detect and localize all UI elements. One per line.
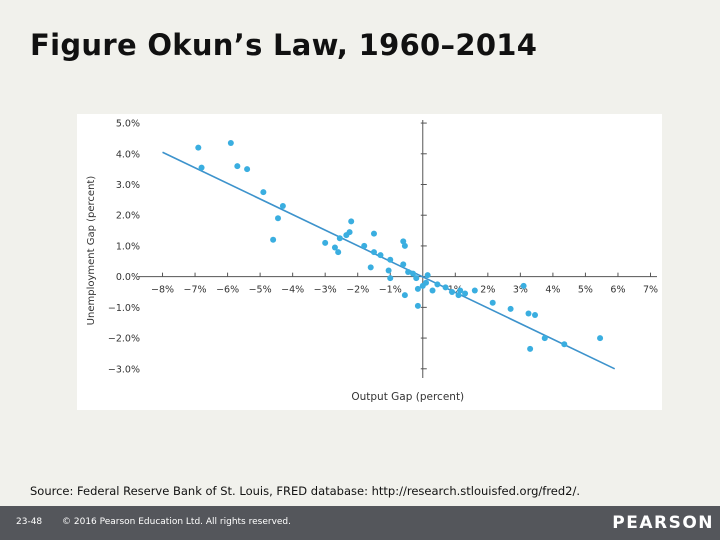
data-point — [385, 267, 392, 274]
y-axis-title: Unemployment Gap (percent) — [86, 176, 97, 326]
data-point — [244, 166, 251, 173]
y-tick-label: 4.0% — [116, 149, 140, 160]
x-tick-label: −5% — [249, 285, 272, 296]
x-axis-title: Output Gap (percent) — [351, 391, 464, 403]
okun-scatter-chart: −8% −7% −6% −5% −4% −3% −2% −1% 1% 2% 3% 4% 5% 6% 7% 5.… — [86, 119, 658, 403]
data-point — [387, 275, 394, 282]
data-point — [227, 140, 234, 147]
data-point — [401, 242, 408, 249]
y-tick-label: −2.0% — [108, 334, 140, 345]
data-point — [507, 305, 514, 312]
data-point — [471, 287, 478, 294]
x-tick-label: −2% — [346, 285, 369, 296]
copyright-notice: © 2016 Pearson Education Ltd. All rights… — [62, 517, 292, 527]
data-point — [434, 281, 441, 288]
x-tick-label: −4% — [281, 285, 304, 296]
data-point — [361, 242, 368, 249]
data-point — [541, 335, 548, 342]
data-point — [410, 270, 417, 277]
data-point — [405, 269, 412, 276]
data-point — [449, 289, 456, 295]
x-tick-label: 3% — [513, 285, 528, 296]
data-point — [270, 236, 277, 243]
data-point — [520, 282, 527, 289]
x-tick-label: −7% — [184, 285, 207, 296]
pearson-logo: PEARSON — [612, 513, 714, 533]
data-point — [275, 215, 282, 222]
data-point — [413, 275, 420, 282]
data-point — [527, 345, 534, 352]
data-point — [489, 299, 496, 306]
data-point — [400, 261, 407, 268]
x-tick-label: −1% — [379, 285, 402, 296]
y-tick-label: 5.0% — [116, 119, 140, 130]
chart-panel: −8% −7% −6% −5% −4% −3% −2% −1% 1% 2% 3% 4% 5% 6% 7% 5.… — [77, 114, 662, 410]
data-point — [424, 272, 431, 279]
x-tick-label: −3% — [314, 285, 337, 296]
data-point — [462, 290, 469, 297]
data-point — [561, 341, 568, 348]
data-point — [331, 244, 338, 251]
slide-title: Figure Okun’s Law, 1960–2014 — [30, 28, 538, 62]
data-point — [377, 252, 384, 259]
data-point — [401, 292, 408, 299]
x-tick-label: −6% — [216, 285, 239, 296]
y-tick-label: 3.0% — [116, 180, 140, 191]
data-point — [346, 229, 353, 236]
data-point — [260, 189, 267, 196]
x-tick-label: 6% — [610, 285, 625, 296]
data-point — [348, 218, 355, 225]
data-point — [429, 287, 436, 294]
data-point — [423, 279, 430, 286]
data-point — [335, 249, 342, 256]
data-point — [195, 144, 202, 151]
data-point — [597, 335, 604, 342]
data-point — [370, 249, 377, 256]
data-point — [455, 292, 462, 299]
data-point — [279, 203, 286, 209]
y-tick-label: 1.0% — [116, 241, 140, 252]
x-tick-label: 2% — [480, 285, 495, 296]
data-point — [234, 163, 241, 170]
data-point — [442, 284, 449, 291]
y-tick-label: 2.0% — [116, 211, 140, 222]
y-tick-label: −1.0% — [108, 303, 140, 314]
data-point — [400, 238, 407, 245]
x-tick-label: 4% — [545, 285, 560, 296]
data-point — [414, 302, 421, 309]
x-tick-label: −8% — [151, 285, 174, 296]
y-tick-label: 0.0% — [116, 272, 140, 283]
x-tick-label: 7% — [643, 285, 658, 296]
source-note: Source: Federal Reserve Bank of St. Loui… — [30, 484, 581, 498]
data-point — [367, 264, 374, 271]
slide-number: 23-48 — [16, 517, 43, 527]
data-point — [457, 287, 464, 294]
footer-bar: 23-48 © 2016 Pearson Education Ltd. All … — [0, 506, 720, 540]
data-point — [336, 235, 343, 242]
data-point — [322, 239, 329, 246]
x-tick-label: 5% — [578, 285, 593, 296]
data-point — [532, 312, 539, 319]
y-tick-label: −3.0% — [108, 364, 140, 375]
data-point — [525, 310, 532, 317]
data-point — [198, 164, 205, 171]
data-point — [370, 230, 377, 237]
data-point — [414, 285, 421, 292]
x-tick-label: 1% — [448, 285, 463, 296]
data-point — [387, 256, 394, 263]
